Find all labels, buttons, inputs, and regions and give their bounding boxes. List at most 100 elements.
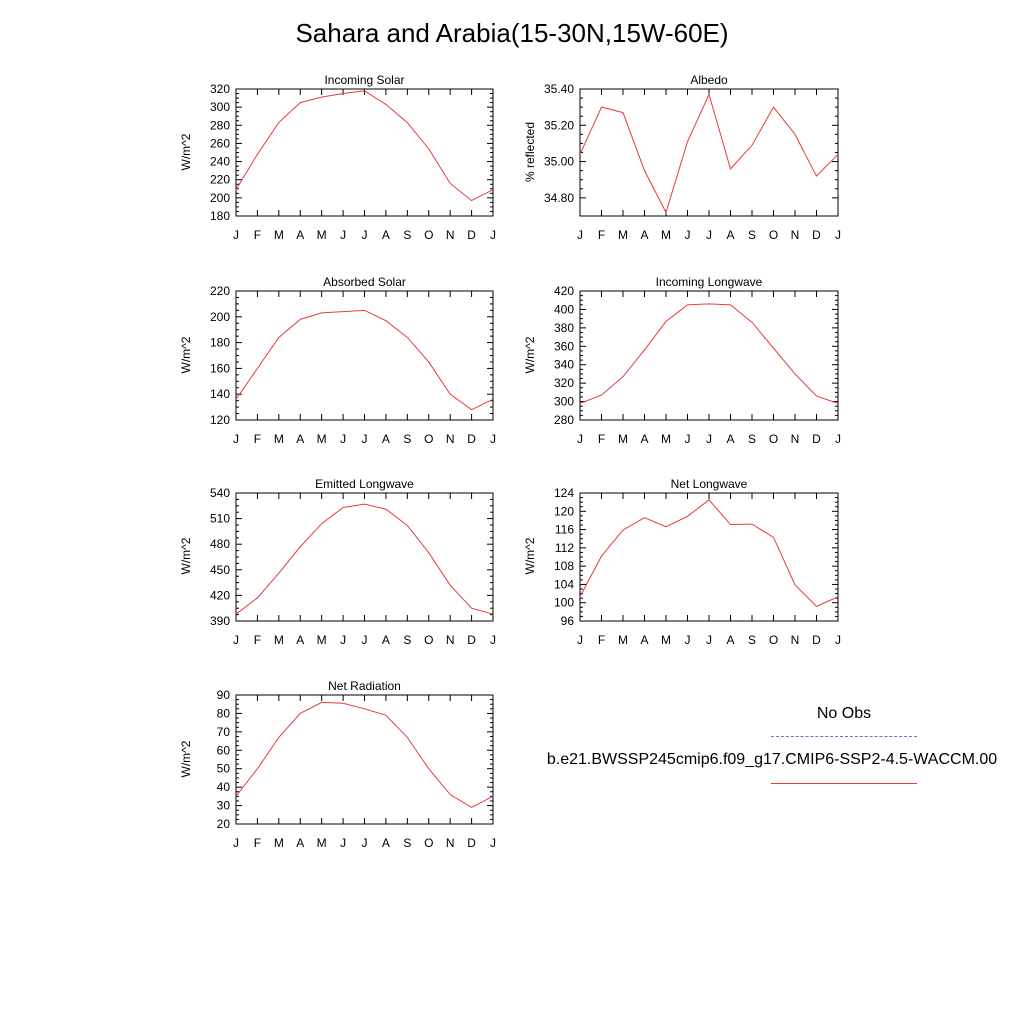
chart-panel-incoming-longwave: Incoming Longwave W/m^2 J F M A M J J A S O N D J 280 30… xyxy=(520,273,848,450)
x-tick-label: A xyxy=(296,432,304,446)
y-tick-label: 90 xyxy=(217,688,231,702)
x-tick-label: S xyxy=(403,836,411,850)
y-tick-label: 360 xyxy=(554,339,574,353)
y-tick-label: 160 xyxy=(210,361,230,375)
y-tick-label: 280 xyxy=(210,118,230,132)
y-tick-label: 420 xyxy=(210,588,230,602)
x-tick-label: D xyxy=(812,228,821,242)
x-tick-label: M xyxy=(618,432,628,446)
y-tick-label: 124 xyxy=(554,486,574,500)
y-tick-label: 35.40 xyxy=(544,82,574,96)
chart-panel-emitted-longwave: Emitted Longwave W/m^2 J F M A M J J A S O N D J 390 420… xyxy=(176,475,503,651)
x-tick-label: D xyxy=(812,432,821,446)
x-tick-label: J xyxy=(685,432,691,446)
x-tick-label: S xyxy=(748,432,756,446)
x-tick-label: F xyxy=(598,432,605,446)
x-tick-label: M xyxy=(661,432,671,446)
x-tick-label: J xyxy=(577,432,583,446)
plot-frame xyxy=(579,492,839,622)
y-tick-label: 34.80 xyxy=(544,191,574,205)
y-tick-label: 70 xyxy=(217,725,231,739)
y-tick-label: 35.00 xyxy=(544,155,574,169)
y-tick-label: 450 xyxy=(210,563,230,577)
y-tick-label: 140 xyxy=(210,387,230,401)
x-tick-label: A xyxy=(296,836,304,850)
series-line xyxy=(579,499,839,607)
x-tick-label: J xyxy=(490,633,496,647)
x-tick-label: F xyxy=(254,432,261,446)
x-tick-label: J xyxy=(362,432,368,446)
y-tick-label: 220 xyxy=(210,173,230,187)
x-tick-label: J xyxy=(362,228,368,242)
x-tick-label: J xyxy=(233,228,239,242)
x-tick-label: A xyxy=(382,633,390,647)
x-tick-label: M xyxy=(618,633,628,647)
y-tick-label: 104 xyxy=(554,577,574,591)
x-tick-label: O xyxy=(424,836,433,850)
x-tick-label: D xyxy=(812,633,821,647)
x-tick-label: M xyxy=(274,633,284,647)
x-tick-label: J xyxy=(340,432,346,446)
y-tick-label: 200 xyxy=(210,191,230,205)
series-line xyxy=(235,90,494,202)
x-tick-label: A xyxy=(640,633,648,647)
series-line xyxy=(579,93,839,214)
series-line xyxy=(235,503,494,615)
x-tick-label: A xyxy=(382,836,390,850)
plot-frame xyxy=(235,492,494,622)
x-tick-label: N xyxy=(446,432,455,446)
y-tick-label: 540 xyxy=(210,486,230,500)
y-tick-label: 300 xyxy=(210,100,230,114)
series-line xyxy=(235,701,494,808)
x-tick-label: O xyxy=(424,432,433,446)
x-tick-label: N xyxy=(446,836,455,850)
x-tick-label: J xyxy=(362,836,368,850)
y-tick-label: 320 xyxy=(554,376,574,390)
x-tick-label: J xyxy=(706,432,712,446)
x-tick-label: J xyxy=(490,432,496,446)
x-tick-label: J xyxy=(835,228,841,242)
figure-title: Sahara and Arabia(15-30N,15W-60E) xyxy=(295,18,729,48)
x-tick-label: O xyxy=(424,633,433,647)
legend-obs-label: No Obs xyxy=(816,705,872,722)
plot-frame xyxy=(235,88,494,217)
x-tick-label: A xyxy=(726,228,734,242)
x-tick-label: J xyxy=(490,228,496,242)
x-tick-label: A xyxy=(726,633,734,647)
chart-title: Incoming Solar xyxy=(324,73,405,87)
x-tick-label: N xyxy=(791,432,800,446)
y-tick-label: 108 xyxy=(554,559,574,573)
y-tick-label: 50 xyxy=(217,762,231,776)
x-tick-label: M xyxy=(317,228,327,242)
plot-frame xyxy=(579,88,839,217)
x-tick-label: A xyxy=(296,633,304,647)
y-tick-label: 240 xyxy=(210,155,230,169)
x-tick-label: J xyxy=(577,633,583,647)
x-tick-label: J xyxy=(233,836,239,850)
x-tick-label: M xyxy=(274,432,284,446)
y-tick-label: 35.20 xyxy=(544,118,574,132)
chart-title: Net Longwave xyxy=(670,477,748,491)
x-tick-label: O xyxy=(769,228,778,242)
x-tick-label: M xyxy=(274,228,284,242)
y-tick-label: 60 xyxy=(217,743,231,757)
x-tick-label: M xyxy=(661,228,671,242)
chart-title: Absorbed Solar xyxy=(323,275,406,289)
x-tick-label: N xyxy=(446,228,455,242)
x-tick-label: S xyxy=(748,228,756,242)
x-tick-label: S xyxy=(403,228,411,242)
y-tick-label: 340 xyxy=(554,358,574,372)
x-tick-label: N xyxy=(791,228,800,242)
x-tick-label: M xyxy=(317,633,327,647)
x-tick-label: J xyxy=(362,633,368,647)
plot-frame xyxy=(235,694,494,825)
y-tick-label: 380 xyxy=(554,321,574,335)
y-tick-label: 300 xyxy=(554,395,574,409)
legend-model-line xyxy=(771,783,917,784)
x-tick-label: O xyxy=(424,228,433,242)
x-tick-label: O xyxy=(769,633,778,647)
chart-panel-net-radiation: Net Radiation W/m^2 J F M A M J J A S O N D J 20 30 40 50 6… xyxy=(176,677,503,854)
